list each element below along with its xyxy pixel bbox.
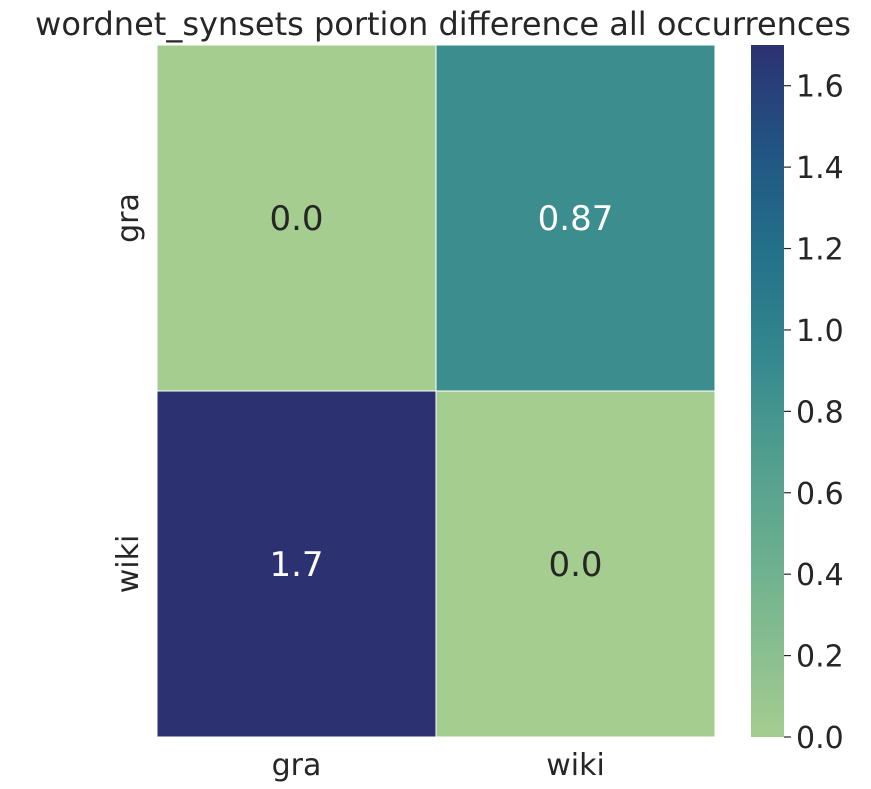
heatmap-cell xyxy=(156,44,437,392)
x-tick-label: wiki xyxy=(546,748,605,783)
colorbar-tick-label: 0.4 xyxy=(796,558,844,593)
y-tick-labels: gra wiki xyxy=(111,193,146,593)
colorbar-tick-label: 1.2 xyxy=(796,233,844,268)
colorbar-tick-label: 0.0 xyxy=(796,721,844,756)
chart-title: wordnet_synsets portion difference all o… xyxy=(35,5,851,43)
x-tick-labels: gra wiki xyxy=(272,748,605,783)
colorbar-tick-label: 0.2 xyxy=(796,640,844,675)
heatmap-cell xyxy=(435,44,716,392)
cell-value-label: 0.0 xyxy=(269,199,323,239)
y-tick-label: wiki xyxy=(111,535,146,594)
y-tick-label: gra xyxy=(111,193,146,243)
colorbar-tick-label: 1.4 xyxy=(796,151,844,186)
colorbar-tick-label: 0.8 xyxy=(796,395,844,430)
cell-value-label: 1.7 xyxy=(269,545,323,585)
colorbar xyxy=(751,45,784,737)
heatmap-cell xyxy=(435,390,716,738)
colorbar-tick-label: 1.0 xyxy=(796,314,844,349)
cell-labels: 0.0 0.87 1.7 0.0 xyxy=(269,199,613,585)
x-tick-label: gra xyxy=(272,748,322,783)
heatmap-cell xyxy=(156,390,437,738)
colorbar-gradient xyxy=(751,45,784,737)
cell-value-label: 0.0 xyxy=(548,545,602,585)
heatmap-cells xyxy=(156,44,716,738)
colorbar-tick-label: 1.6 xyxy=(796,70,844,105)
colorbar-tick-label: 0.6 xyxy=(796,477,844,512)
cell-value-label: 0.87 xyxy=(538,199,614,239)
colorbar-ticks: 0.0 0.2 0.4 0.6 0.8 1.0 1.2 1.4 1.6 xyxy=(784,70,844,756)
